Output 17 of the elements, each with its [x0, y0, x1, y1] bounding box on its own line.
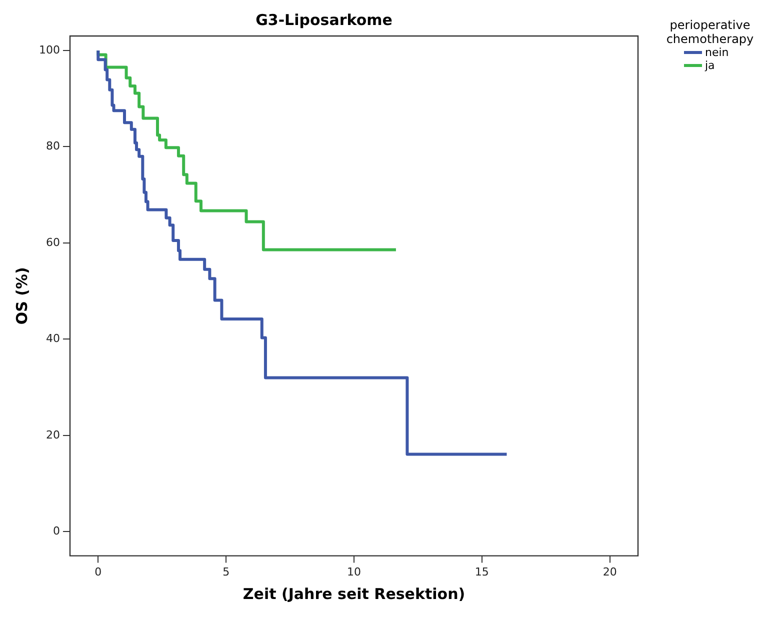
legend-label: ja	[705, 59, 715, 72]
y-tick-label: 100	[38, 43, 60, 56]
x-axis-title: Zeit (Jahre seit Resektion)	[242, 584, 466, 603]
x-tick-label: 20	[602, 565, 617, 578]
y-tick-label: 40	[46, 332, 60, 346]
x-tick-label: 5	[222, 565, 230, 578]
x-tick-label: 10	[347, 565, 361, 578]
legend-label: nein	[705, 46, 729, 59]
y-tick-label: 60	[46, 236, 60, 249]
x-tick-label: 0	[94, 565, 102, 578]
y-tick-label: 20	[46, 428, 60, 442]
legend-title: perioperative chemotherapy	[665, 18, 755, 46]
y-tick-label: 0	[52, 524, 60, 538]
y-axis-title: OS (%)	[12, 267, 31, 325]
x-tick-label: 15	[474, 565, 489, 578]
y-tick-label: 80	[46, 140, 60, 153]
chart-title: G3-Liposarkome	[256, 10, 392, 29]
